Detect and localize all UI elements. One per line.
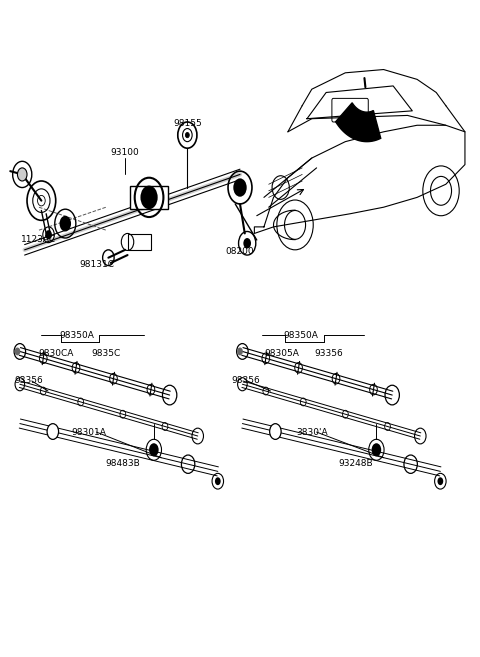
Text: 98305A: 98305A (264, 349, 300, 358)
Text: 98350A: 98350A (60, 330, 95, 340)
Circle shape (47, 424, 59, 440)
FancyBboxPatch shape (332, 99, 368, 122)
Circle shape (185, 133, 189, 138)
Text: 1123AC: 1123AC (21, 235, 56, 244)
Text: 93100: 93100 (111, 148, 140, 157)
Text: 9835C: 9835C (91, 349, 120, 358)
Text: 3830'A: 3830'A (296, 428, 328, 437)
Text: 93248B: 93248B (338, 459, 373, 468)
FancyBboxPatch shape (128, 234, 152, 250)
Text: 93356: 93356 (14, 376, 43, 386)
Circle shape (14, 348, 20, 355)
Circle shape (144, 191, 154, 204)
Circle shape (215, 477, 221, 485)
Text: 98483B: 98483B (106, 459, 140, 468)
FancyBboxPatch shape (130, 185, 168, 209)
Circle shape (60, 215, 71, 231)
Text: 98350A: 98350A (284, 330, 319, 340)
Circle shape (237, 348, 243, 355)
Circle shape (437, 477, 443, 485)
Circle shape (243, 238, 251, 248)
Circle shape (372, 443, 381, 457)
Text: 98131C: 98131C (79, 260, 114, 269)
Circle shape (141, 185, 157, 209)
Text: 93356: 93356 (314, 349, 343, 358)
Text: 08200: 08200 (226, 246, 254, 256)
Circle shape (233, 178, 247, 196)
Text: 98356: 98356 (231, 376, 260, 386)
Circle shape (270, 424, 281, 440)
Polygon shape (336, 102, 381, 142)
Circle shape (45, 230, 52, 239)
Text: 98155: 98155 (173, 120, 202, 129)
Circle shape (149, 443, 158, 457)
Text: 98301A: 98301A (72, 428, 107, 437)
Text: 9830CA: 9830CA (38, 349, 73, 358)
Circle shape (17, 168, 27, 181)
